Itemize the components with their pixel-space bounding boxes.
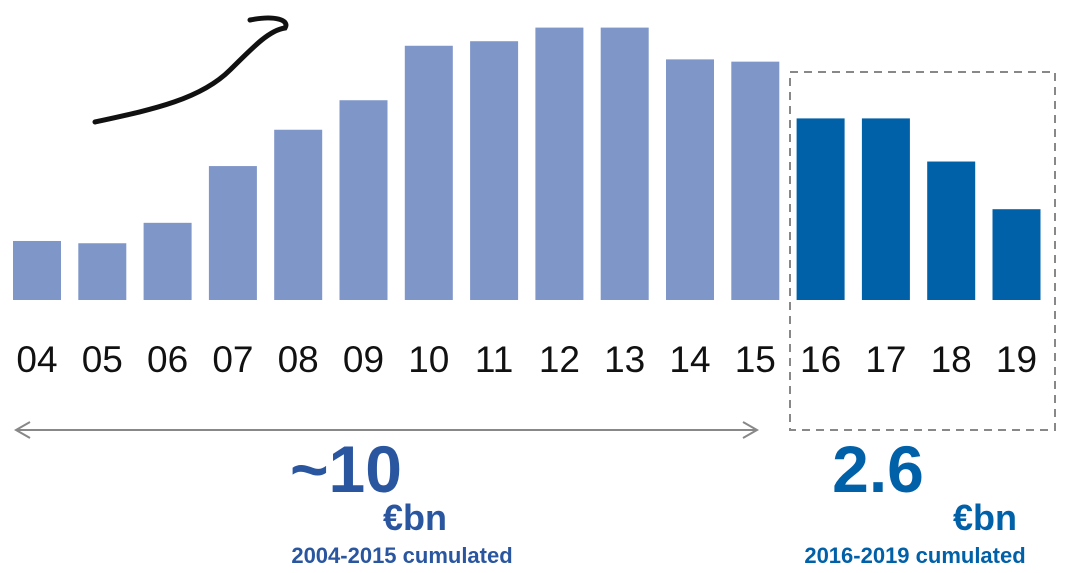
- highlight-box: [789, 71, 1056, 431]
- bar: [731, 61, 780, 301]
- decorative-swoosh: [92, 15, 289, 125]
- bar: [78, 243, 127, 300]
- x-tick-label: 06: [147, 339, 188, 380]
- annotation-value: 2.6: [832, 432, 924, 506]
- annotation-unit: €bn: [953, 497, 1017, 538]
- x-tick-label: 18: [931, 339, 972, 380]
- x-tick-label: 14: [669, 339, 710, 380]
- bar: [208, 166, 257, 300]
- range-arrow: [13, 421, 760, 439]
- x-tick-label: 13: [604, 339, 645, 380]
- bar: [13, 240, 61, 300]
- bar: [927, 161, 976, 300]
- x-tick-label: 19: [996, 339, 1037, 380]
- bar: [992, 209, 1041, 300]
- x-tick-label: 17: [865, 339, 906, 380]
- x-tick-label: 04: [16, 339, 57, 380]
- x-tick-label: 09: [343, 339, 384, 380]
- bar: [600, 27, 649, 300]
- x-tick-label: 08: [278, 339, 319, 380]
- annotation-unit: €bn: [383, 497, 447, 538]
- bar: [796, 118, 845, 301]
- x-tick-label: 10: [408, 339, 449, 380]
- bar: [339, 100, 388, 301]
- bar: [404, 45, 453, 301]
- x-tick-label: 12: [539, 339, 580, 380]
- x-tick-label: 15: [735, 339, 776, 380]
- bar: [666, 59, 714, 300]
- x-tick-label: 07: [212, 339, 253, 380]
- x-tick-label: 11: [475, 339, 513, 380]
- annotation-caption: 2004-2015 cumulated: [291, 543, 512, 568]
- bar: [470, 41, 519, 300]
- annotation-caption: 2016-2019 cumulated: [804, 543, 1025, 568]
- x-tick-label: 05: [82, 339, 123, 380]
- bar: [143, 222, 192, 300]
- bar: [861, 118, 910, 301]
- x-tick-label: 16: [800, 339, 841, 380]
- bar: [274, 129, 323, 300]
- annotation-value: ~10: [290, 432, 402, 506]
- bar: [535, 27, 584, 300]
